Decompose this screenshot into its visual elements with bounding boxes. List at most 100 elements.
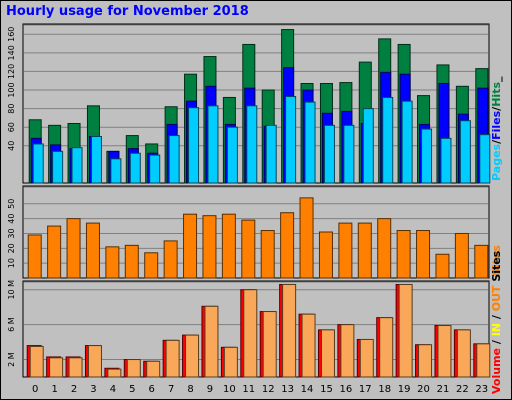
hits-panel-tick-label: 80 bbox=[7, 104, 16, 114]
out-bar bbox=[418, 344, 433, 378]
out-bar bbox=[359, 338, 374, 378]
out-bar bbox=[165, 339, 180, 378]
hour-label: 5 bbox=[129, 384, 135, 395]
hits-panel-tick-label: 120 bbox=[7, 64, 16, 79]
pages-bar bbox=[459, 120, 471, 184]
sites-bar bbox=[183, 213, 198, 279]
hour-label: 11 bbox=[242, 384, 255, 395]
sites-bar bbox=[416, 230, 431, 279]
hour-label: 14 bbox=[301, 384, 314, 395]
hits-panel-tick-label: 100 bbox=[7, 82, 16, 97]
hour-label: 1 bbox=[51, 384, 57, 395]
hits-panel-tick-label: 60 bbox=[7, 122, 16, 132]
pages-bar bbox=[323, 124, 335, 184]
pages-bar bbox=[52, 150, 64, 184]
pages-bar bbox=[343, 124, 355, 184]
sites-bar bbox=[105, 246, 120, 279]
pages-bar bbox=[149, 154, 161, 184]
out-bar bbox=[126, 359, 141, 378]
pages-bar bbox=[129, 152, 141, 184]
hour-label: 6 bbox=[149, 384, 155, 395]
hour-label: 23 bbox=[475, 384, 488, 395]
sites-bar bbox=[85, 222, 100, 279]
sites-bar bbox=[454, 232, 469, 279]
pages-bar bbox=[32, 143, 44, 184]
volume-panel-tick-label: 2 M bbox=[7, 352, 16, 367]
sites-bar bbox=[299, 197, 314, 279]
pages-bar bbox=[479, 134, 491, 184]
hits-series-label: Pages/Files/Hits_ bbox=[490, 76, 503, 181]
pages-bar bbox=[421, 128, 433, 184]
hour-label: 10 bbox=[223, 384, 236, 395]
hits-panel-tick-label: 140 bbox=[7, 45, 16, 60]
hour-label: 9 bbox=[207, 384, 213, 395]
sites-bar bbox=[338, 222, 353, 279]
out-bar bbox=[301, 313, 316, 378]
out-bar bbox=[320, 329, 335, 378]
hour-label: 12 bbox=[262, 384, 275, 395]
sites-bar bbox=[124, 244, 139, 279]
pages-bar bbox=[304, 101, 316, 184]
pages-bar bbox=[246, 105, 258, 184]
sites-bar bbox=[66, 218, 81, 279]
out-bar bbox=[49, 357, 64, 378]
chart-title: Hourly usage for November 2018 bbox=[6, 4, 249, 19]
out-bar bbox=[262, 311, 277, 378]
out-bar bbox=[146, 360, 161, 378]
sites-bar bbox=[241, 219, 256, 279]
out-bar bbox=[379, 317, 394, 378]
sites-bar bbox=[377, 218, 392, 279]
sites-bar bbox=[435, 253, 450, 279]
pages-bar bbox=[226, 126, 238, 184]
sites-panel-tick-label: 50 bbox=[7, 199, 16, 209]
out-bar bbox=[223, 346, 238, 378]
sites-bar bbox=[202, 215, 217, 279]
hour-label: 13 bbox=[281, 384, 294, 395]
out-bar bbox=[456, 329, 471, 378]
out-bar bbox=[243, 289, 258, 378]
sites-panel-tick-label: 20 bbox=[7, 243, 16, 253]
sites-panel-tick-label: 30 bbox=[7, 228, 16, 238]
sites-bar bbox=[474, 244, 489, 279]
hour-label: 16 bbox=[340, 384, 353, 395]
volume-series-label: Volume / IN / OUT Sites bbox=[490, 250, 503, 394]
sites-series-label: Sites bbox=[490, 245, 503, 276]
hits-panel-tick-label: 160 bbox=[7, 27, 16, 42]
out-bar bbox=[282, 283, 297, 378]
sites-bar bbox=[396, 230, 411, 279]
pages-bar bbox=[362, 108, 374, 184]
sites-bar bbox=[144, 252, 159, 279]
out-bar bbox=[185, 334, 200, 378]
volume-panel-tick-label: 6 M bbox=[7, 317, 16, 332]
sites-panel-tick-label: 10 bbox=[7, 258, 16, 268]
sites-bar bbox=[47, 225, 62, 279]
sites-bar bbox=[318, 231, 333, 279]
pages-bar bbox=[440, 137, 452, 184]
out-bar bbox=[340, 324, 355, 378]
volume-panel-tick-label: 10 M bbox=[7, 280, 16, 300]
hour-label: 4 bbox=[110, 384, 116, 395]
out-bar bbox=[68, 357, 83, 378]
out-bar bbox=[107, 368, 122, 378]
hour-label: 20 bbox=[417, 384, 430, 395]
hour-label: 3 bbox=[90, 384, 96, 395]
hour-label: 15 bbox=[320, 384, 333, 395]
pages-bar bbox=[188, 107, 200, 184]
pages-bar bbox=[90, 136, 102, 184]
hits-panel-tick-label: 40 bbox=[7, 141, 16, 151]
hour-label: 0 bbox=[32, 384, 38, 395]
hour-label: 21 bbox=[437, 384, 450, 395]
hour-label: 22 bbox=[456, 384, 469, 395]
out-bar bbox=[29, 345, 44, 378]
out-bar bbox=[476, 343, 491, 378]
hour-label: 7 bbox=[168, 384, 174, 395]
hour-label: 18 bbox=[378, 384, 391, 395]
hour-label: 17 bbox=[359, 384, 372, 395]
sites-bar bbox=[260, 230, 275, 279]
pages-bar bbox=[71, 147, 83, 184]
sites-bar bbox=[27, 234, 42, 279]
out-bar bbox=[398, 283, 413, 378]
hour-label: 2 bbox=[71, 384, 77, 395]
pages-bar bbox=[110, 158, 122, 184]
